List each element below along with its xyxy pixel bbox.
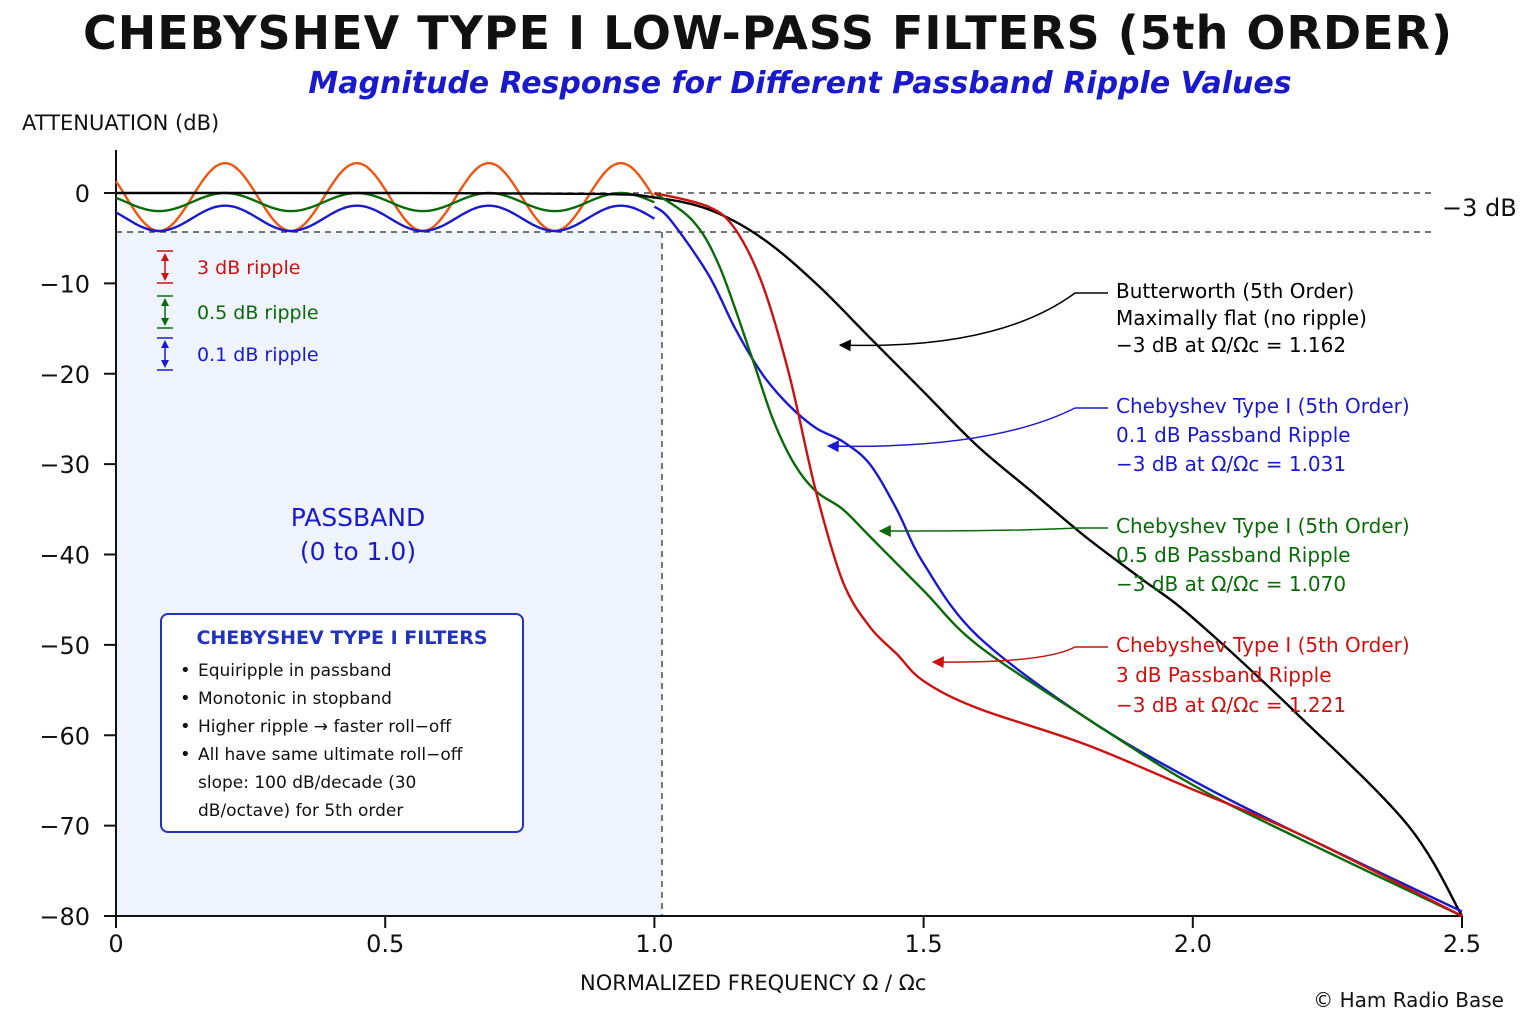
series-annotation-line: 3 dB Passband Ripple — [1116, 663, 1332, 687]
series-cheby-3db-line — [654, 191, 1463, 918]
series-annotation-arrow — [878, 525, 1108, 538]
series-butterworth-line — [115, 191, 1464, 917]
x-tick-label: 1.0 — [635, 930, 673, 958]
series-annotation-arrow — [838, 292, 1108, 352]
series-annotation-line: Chebyshev Type I (5th Order) — [1116, 514, 1410, 538]
y-tick-label: −40 — [39, 542, 90, 570]
chart-subtitle: Magnitude Response for Different Passban… — [308, 66, 1292, 101]
ripple-marker-label: 3 dB ripple — [197, 257, 300, 279]
x-axis-ticks: 0 0.5 1.0 1.5 2.0 2.5 — [108, 916, 1481, 958]
passband-ripple-curves — [115, 162, 656, 233]
passband-label-line2: (0 to 1.0) — [300, 537, 416, 566]
info-box-item: Monotonic in stopband — [176, 685, 508, 713]
chart-title: CHEBYSHEV TYPE I LOW-PASS FILTERS (5th O… — [83, 6, 1453, 60]
ripple-curve-3db — [115, 162, 656, 233]
x-tick-label: 0.5 — [366, 930, 404, 958]
y-axis-ticks: 0 −10 −20 −30 −40 −50 −60 −70 −80 — [39, 180, 116, 931]
ripple-marker-arrowhead-down — [161, 360, 169, 368]
series-annotation-line: −3 dB at Ω/Ωc = 1.031 — [1116, 452, 1346, 476]
series-annotation-line: −3 dB at Ω/Ωc = 1.221 — [1116, 693, 1346, 717]
y-tick-label: −30 — [39, 451, 90, 479]
series-cheby-0-1db-line — [653, 205, 1463, 913]
ripple-marker-label: 0.5 dB ripple — [197, 302, 319, 324]
x-tick-label: 1.5 — [905, 930, 943, 958]
info-box-list: Equiripple in passband Monotonic in stop… — [176, 657, 508, 825]
series-annotations: Butterworth (5th Order) Maximally flat (n… — [826, 279, 1410, 717]
x-axis-label: NORMALIZED FREQUENCY Ω / Ωc — [580, 971, 926, 995]
y-tick-label: −70 — [39, 813, 90, 841]
x-tick-label: 0 — [108, 930, 123, 958]
series-annotation-line: 0.5 dB Passband Ripple — [1116, 543, 1351, 567]
info-box-item: All have same ultimate roll−off slope: 1… — [176, 741, 508, 825]
info-box-title: CHEBYSHEV TYPE I FILTERS — [196, 627, 488, 649]
ripple-marker-arrowhead-down — [161, 318, 169, 326]
series-annotation-arrow — [931, 646, 1108, 669]
series-annotation-line: Butterworth (5th Order) — [1116, 279, 1354, 303]
series-annotation-line: Maximally flat (no ripple) — [1116, 306, 1367, 330]
series-annotation-line: Chebyshev Type I (5th Order) — [1116, 633, 1410, 657]
ripple-marker-arrowhead-down — [161, 273, 169, 281]
series-lines — [115, 191, 1464, 918]
series-annotation-arrow — [826, 407, 1108, 453]
ripple-marker-arrowhead-up — [161, 298, 169, 306]
copyright-text: © Ham Radio Base — [1313, 988, 1504, 1012]
series-annotation-line: Chebyshev Type I (5th Order) — [1116, 394, 1410, 418]
ripple-marker-arrowhead-up — [161, 340, 169, 348]
ripple-marker-arrowhead-up — [161, 253, 169, 261]
y-tick-label: −50 — [39, 632, 90, 660]
info-box-item: Higher ripple → faster roll−off — [176, 713, 508, 741]
passband-label-line1: PASSBAND — [291, 503, 426, 532]
y-tick-label: −10 — [39, 270, 90, 298]
x-tick-label: 2.0 — [1174, 930, 1212, 958]
y-tick-label: −80 — [39, 903, 90, 931]
series-annotation-line: −3 dB at Ω/Ωc = 1.162 — [1116, 333, 1346, 357]
ripple-marker-label: 0.1 dB ripple — [197, 344, 319, 366]
ripple-markers: 3 dB ripple 0.5 dB ripple 0.1 dB ripple — [157, 250, 319, 371]
series-annotation-line: 0.1 dB Passband Ripple — [1116, 423, 1351, 447]
y-tick-label: 0 — [75, 180, 90, 208]
y-axis-label: ATTENUATION (dB) — [22, 111, 219, 135]
ripple-curve-0-1db — [115, 204, 656, 233]
series-cheby-0-5db-line — [653, 192, 1463, 918]
ripple-curve-0-5db — [115, 191, 655, 213]
y-tick-label: −60 — [39, 722, 90, 750]
series-annotation-line: −3 dB at Ω/Ωc = 1.070 — [1116, 572, 1346, 596]
y-tick-label: −20 — [39, 361, 90, 389]
x-tick-label: 2.5 — [1443, 930, 1481, 958]
info-box: CHEBYSHEV TYPE I FILTERS Equiripple in p… — [160, 613, 524, 833]
minus-3db-label: −3 dB — [1442, 194, 1517, 222]
info-box-item: Equiripple in passband — [176, 657, 508, 685]
